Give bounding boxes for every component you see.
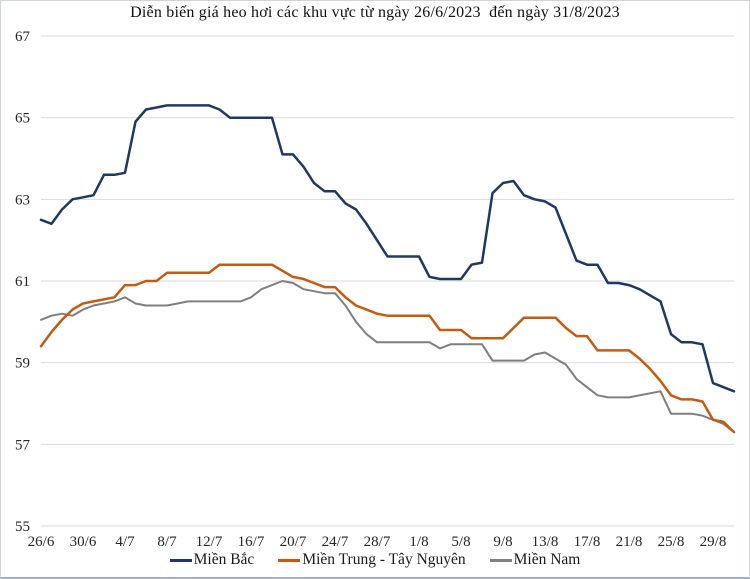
x-tick-label-30-6: 30/6 xyxy=(70,534,97,550)
x-tick-label-20-7: 20/7 xyxy=(280,534,307,550)
x-tick-label-21-8: 21/8 xyxy=(616,534,643,550)
legend-marker-mien-trung-tay-nguyen xyxy=(278,558,301,562)
x-tick-label-9-8: 9/8 xyxy=(493,534,512,550)
x-tick-label-29-8: 29/8 xyxy=(700,534,727,550)
series-line-mien-trung-tay-nguyen xyxy=(39,263,736,434)
x-tick-label-5-8: 5/8 xyxy=(451,534,470,550)
legend-label-mien-nam: Miền Nam xyxy=(513,551,581,568)
x-tick-label-8-7: 8/7 xyxy=(157,534,177,550)
y-tick-label-59: 59 xyxy=(15,356,30,372)
legend-item-mien-bac: Miền Bắc xyxy=(169,551,255,569)
legend-label-mien-trung-tay-nguyen: Miền Trung - Tây Nguyên xyxy=(302,551,466,568)
x-tick-label-26-6: 26/6 xyxy=(28,534,55,550)
x-tick-label-28-7: 28/7 xyxy=(364,534,391,550)
y-tick-label-65: 65 xyxy=(15,111,30,127)
y-tick-label-61: 61 xyxy=(15,274,30,290)
x-tick-label-16-7: 16/7 xyxy=(238,534,265,550)
series-line-mien-bac xyxy=(39,104,736,393)
legend-item-mien-nam: Miền Nam xyxy=(489,551,581,569)
legend-item-mien-trung-tay-nguyen: Miền Trung - Tây Nguyên xyxy=(278,551,466,569)
x-tick-label-4-7: 4/7 xyxy=(115,534,135,550)
chart-legend: Miền Bắc Miền Trung - Tây Nguyên Miền Na… xyxy=(1,551,749,569)
x-tick-label-17-8: 17/8 xyxy=(574,534,601,550)
x-tick-label-24-7: 24/7 xyxy=(322,534,349,550)
legend-marker-mien-bac xyxy=(169,558,192,562)
legend-marker-mien-nam xyxy=(489,558,512,562)
y-tick-label-63: 63 xyxy=(15,192,30,208)
y-tick-label-67: 67 xyxy=(15,29,31,45)
y-tick-label-57: 57 xyxy=(15,437,31,453)
chart-title: Diễn biến giá heo hơi các khu vực từ ngà… xyxy=(130,4,620,21)
x-tick-label-12-7: 12/7 xyxy=(196,534,223,550)
x-tick-label-13-8: 13/8 xyxy=(532,534,559,550)
y-tick-label-55: 55 xyxy=(15,519,30,535)
x-tick-label-1-8: 1/8 xyxy=(409,534,428,550)
x-tick-label-25-8: 25/8 xyxy=(658,534,685,550)
legend-label-mien-bac: Miền Bắc xyxy=(193,551,255,568)
series-line-mien-nam xyxy=(40,280,735,434)
